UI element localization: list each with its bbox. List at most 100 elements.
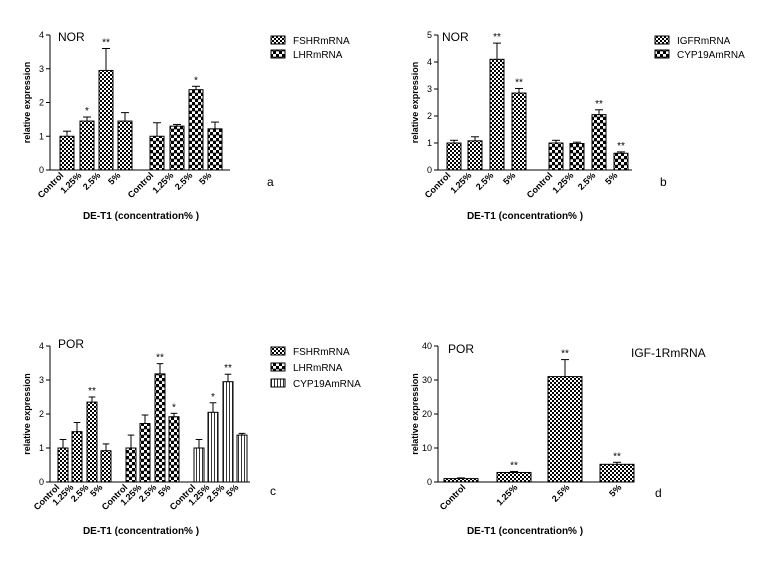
y-tick-label: 1 <box>39 131 44 141</box>
category-label: 2.5% <box>205 482 227 504</box>
significance-label: ** <box>493 32 501 43</box>
panel-label: b <box>660 175 667 189</box>
bar <box>446 142 462 171</box>
y-tick-label: 10 <box>422 443 432 453</box>
significance-label: ** <box>613 451 621 462</box>
y-tick-label: 3 <box>427 84 432 94</box>
legend-swatch <box>270 346 286 356</box>
y-tick-label: 3 <box>39 64 44 74</box>
legend-label: FSHRmRNA <box>293 36 350 47</box>
significance-label: ** <box>617 141 625 152</box>
bar <box>71 431 83 483</box>
bar <box>154 373 166 483</box>
bar <box>467 140 483 171</box>
y-axis-label: relative expression <box>22 373 32 455</box>
significance-label: ** <box>88 386 96 397</box>
y-tick-label: 0 <box>427 477 432 487</box>
y-tick-label: 4 <box>39 30 44 40</box>
legend-swatch <box>270 378 286 388</box>
x-axis-label: DE-T1 (concentration% ) <box>467 526 583 537</box>
condition-label: NOR <box>58 30 85 44</box>
bar <box>188 89 204 171</box>
y-tick-label: 0 <box>39 165 44 175</box>
significance-label: ** <box>595 99 603 110</box>
bar <box>79 120 95 171</box>
y-tick-label: 0 <box>39 477 44 487</box>
legend-label: IGFRmRNA <box>677 36 731 47</box>
y-axis-label: relative expression <box>410 62 420 144</box>
bar <box>86 401 98 483</box>
category-label: 2.5% <box>576 170 598 192</box>
chart-b: 0 1 2 3 4 5 relative expression DE-T1 (concentr… <box>410 30 745 222</box>
category-label: 5% <box>106 170 122 186</box>
panel-label: a <box>267 175 274 189</box>
legend-swatch <box>270 49 286 59</box>
legend-label: CYP19AmRNA <box>293 379 361 390</box>
bar <box>496 471 532 483</box>
significance-label: * <box>211 392 215 403</box>
chart-title: IGF-1RmRNA <box>631 346 706 360</box>
condition-label: NOR <box>442 30 469 44</box>
significance-label: ** <box>515 77 523 88</box>
legend-label: LHRmRNA <box>293 363 343 374</box>
bar <box>548 142 564 171</box>
chart-c: 0 1 2 3 4 relative expression DE-T1 (concentra… <box>22 337 361 537</box>
category-label: Control <box>126 170 156 200</box>
significance-label: * <box>172 402 176 413</box>
y-axis-label: relative expression <box>22 62 32 144</box>
bar <box>207 128 223 171</box>
category-label: 5% <box>501 170 517 186</box>
category-label: 5% <box>156 482 172 498</box>
significance-label: ** <box>561 349 569 360</box>
bar <box>599 463 635 483</box>
category-label: 5% <box>88 482 104 498</box>
significance-label: * <box>85 106 89 117</box>
bar <box>168 416 180 483</box>
category-label: 5% <box>197 170 213 186</box>
bar <box>59 135 75 171</box>
significance-label: ** <box>156 353 164 364</box>
y-tick-label: 1 <box>427 138 432 148</box>
bar <box>569 143 585 171</box>
category-label: 2.5% <box>81 170 103 192</box>
x-axis-label: DE-T1 (concentration% ) <box>83 526 199 537</box>
bar <box>222 381 234 483</box>
bar <box>236 434 248 483</box>
significance-label: * <box>194 75 198 86</box>
x-axis-label: DE-T1 (concentration% ) <box>467 211 583 222</box>
y-tick-label: 5 <box>427 30 432 40</box>
category-label: 1.25% <box>550 170 575 195</box>
significance-label: ** <box>224 363 232 374</box>
y-tick-label: 20 <box>422 409 432 419</box>
category-label: 1.25% <box>150 170 175 195</box>
bar <box>139 423 151 483</box>
bar <box>613 152 629 171</box>
y-tick-label: 2 <box>39 98 44 108</box>
y-tick-label: 1 <box>39 443 44 453</box>
significance-label: ** <box>102 38 110 49</box>
y-tick-label: 4 <box>39 341 44 351</box>
legend-swatch <box>270 35 286 45</box>
y-tick-label: 0 <box>427 165 432 175</box>
category-label: 1.25% <box>448 170 473 195</box>
bar <box>117 120 133 171</box>
legend-label: FSHRmRNA <box>293 347 350 358</box>
bar <box>547 376 583 483</box>
category-label: Control <box>438 482 468 512</box>
y-tick-label: 2 <box>39 409 44 419</box>
bar <box>149 135 165 171</box>
bar <box>57 447 69 483</box>
category-label: Control <box>525 170 555 200</box>
bar <box>443 478 479 483</box>
chart-a: 0 1 2 3 4 relative expression DE-T1 (concentra… <box>22 30 350 222</box>
category-label: 5% <box>224 482 240 498</box>
legend-swatch <box>270 362 286 372</box>
y-tick-label: 30 <box>422 375 432 385</box>
panel-label: d <box>655 486 662 500</box>
bar <box>169 125 185 171</box>
chart-d: 0 10 20 30 40 relative expression DE-T1 (conce… <box>410 341 706 537</box>
category-label: 5% <box>607 482 623 498</box>
bar <box>207 411 219 483</box>
bar <box>591 114 607 171</box>
